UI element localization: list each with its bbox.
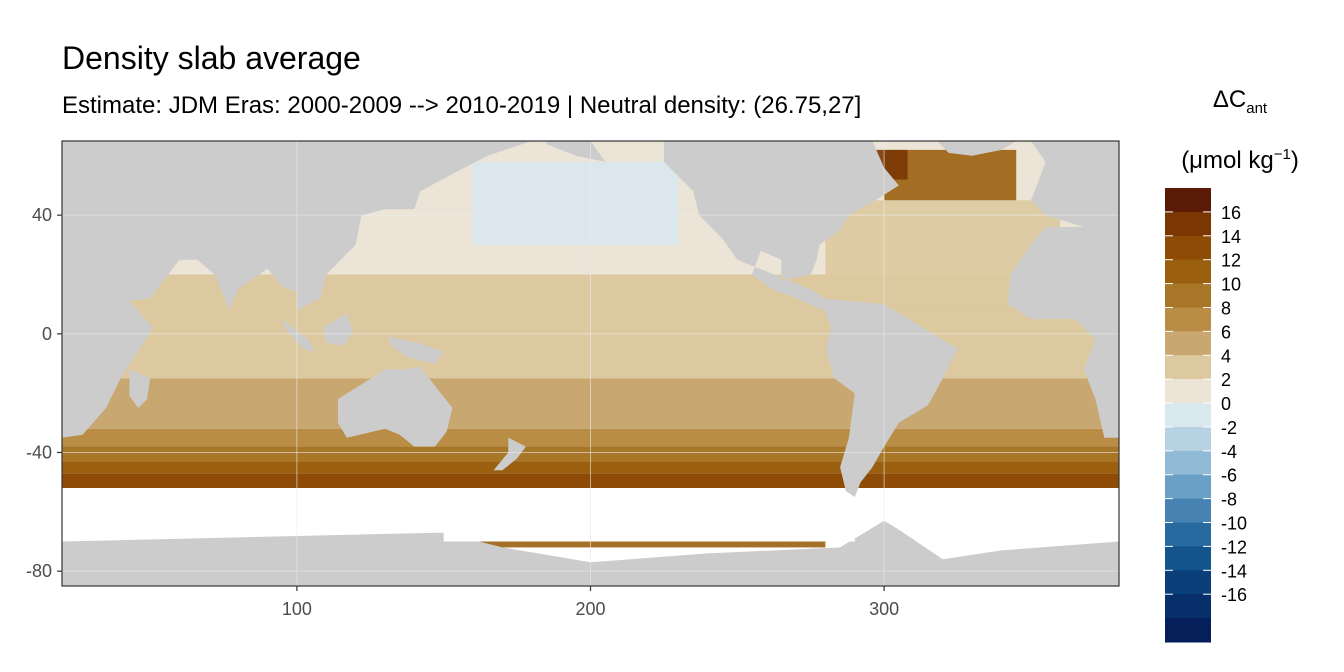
colorbar-segment <box>1165 474 1211 500</box>
borneo-land <box>323 313 353 346</box>
north-pacific-negative <box>473 161 679 245</box>
colorbar-segment <box>1165 426 1211 452</box>
new-zealand-land <box>493 437 526 471</box>
colorbar-segment <box>1165 307 1211 332</box>
figure-subtitle: Estimate: JDM Eras: 2000-2009 --> 2010-2… <box>62 92 862 119</box>
y-axis: 40 0 -40 -80 <box>26 205 62 581</box>
figure-title: Density slab average <box>62 40 361 76</box>
australia-land <box>338 366 453 447</box>
colorbar-segment <box>1165 618 1211 643</box>
colorbar-segment <box>1165 259 1211 285</box>
colorbar-segment <box>1165 594 1211 619</box>
colorbar-label: -8 <box>1221 490 1237 510</box>
colorbar-segment <box>1165 331 1211 356</box>
antarctica-land <box>62 520 1119 586</box>
colorbar-segment <box>1165 355 1211 380</box>
colorbar-segment <box>1165 188 1211 213</box>
antarctic-coast-strip <box>473 538 826 548</box>
colorbar-segment <box>1165 403 1211 428</box>
colorbar-label: 12 <box>1221 251 1241 271</box>
colorbar-label: 0 <box>1221 394 1231 414</box>
new-guinea-land <box>387 336 444 364</box>
y-tick-label: -80 <box>26 561 52 581</box>
grid-lines <box>62 141 1119 586</box>
eurasia-land <box>179 141 532 311</box>
legend-symbol: ΔCant <box>1212 86 1268 117</box>
colorbar-label: 2 <box>1221 370 1231 390</box>
colorbar-segment <box>1165 546 1211 571</box>
y-tick-label: -40 <box>26 443 52 463</box>
no-data-patch <box>443 517 855 542</box>
greenland-land <box>937 141 1017 156</box>
map-panel <box>62 141 1119 586</box>
x-tick-label: 200 <box>575 599 605 619</box>
africa-east-land <box>1007 227 1119 438</box>
x-tick-label: 100 <box>282 599 312 619</box>
y-tick-label: 40 <box>32 205 52 225</box>
colorbar-label: -2 <box>1221 418 1237 438</box>
colorbar-segment <box>1165 498 1211 524</box>
colorbar-label: 8 <box>1221 298 1231 318</box>
x-axis: 100 200 300 <box>282 586 899 619</box>
colorbar-label: 6 <box>1221 322 1231 342</box>
colorbar-segment <box>1165 283 1211 308</box>
colorbar-label: 16 <box>1221 203 1241 223</box>
colorbar-label: -14 <box>1221 561 1247 581</box>
colorbar-label: -10 <box>1221 514 1247 534</box>
colorbar-label: -6 <box>1221 466 1237 486</box>
colorbar-segment <box>1165 522 1211 547</box>
colorbar-label: -4 <box>1221 442 1237 462</box>
colorbar-label: -12 <box>1221 537 1247 557</box>
colorbar-segment <box>1165 211 1211 237</box>
madagascar-land <box>129 369 151 408</box>
colorbar-segment <box>1165 570 1211 595</box>
colorbar-segment <box>1165 450 1211 476</box>
colorbar-label: 10 <box>1221 275 1241 295</box>
y-tick-label: 0 <box>42 324 52 344</box>
colorbar-label: -16 <box>1221 585 1247 605</box>
colorbar: 16 14 12 10 8 6 4 2 0 -2 -4 -6 -8 -10 -12 -14 -16 <box>1165 188 1247 643</box>
x-tick-label: 300 <box>869 599 899 619</box>
colorbar-segment <box>1165 379 1211 404</box>
colorbar-segment <box>1165 235 1211 261</box>
legend-title: ΔCant (μmol kg−1) <box>1150 86 1330 175</box>
colorbar-label: 4 <box>1221 346 1231 366</box>
north-america-land <box>663 141 899 311</box>
legend-unit: (μmol kg−1) <box>1181 145 1299 174</box>
south-america-land <box>819 298 958 497</box>
europe-land <box>1030 141 1119 227</box>
colorbar-label: 14 <box>1221 227 1241 247</box>
sumatra-land <box>282 319 315 352</box>
